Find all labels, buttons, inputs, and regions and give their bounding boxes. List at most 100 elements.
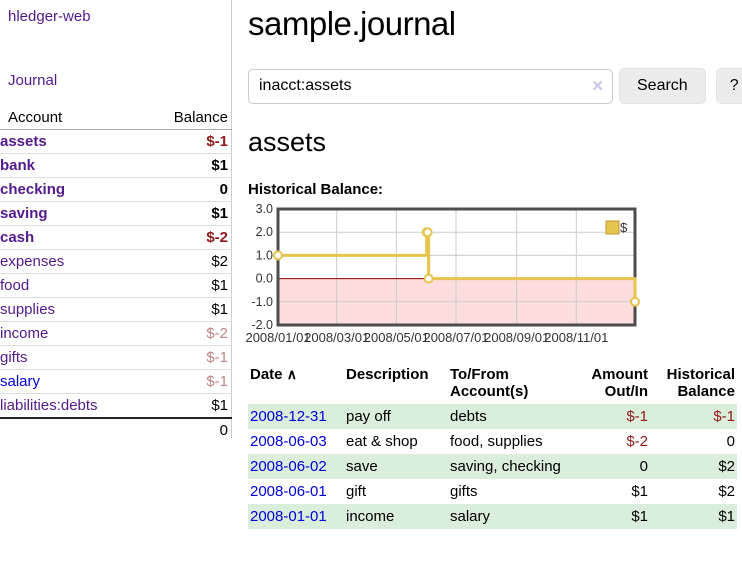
register-accounts-cell: debts <box>450 408 487 425</box>
date-header-label: Date <box>250 366 283 383</box>
register-description-cell: income <box>346 508 395 525</box>
register-table: Date ∧ Description To/From Account(s) Am… <box>248 364 737 529</box>
help-button[interactable]: ? <box>715 68 742 104</box>
chart-xtick-label: 2008/11/01 <box>544 330 608 345</box>
register-date-cell: 2008-06-03 <box>248 429 344 454</box>
register-description-cell: pay off <box>346 408 391 425</box>
account-link[interactable]: saving <box>0 205 48 222</box>
register-amount-cell: $-1 <box>626 408 648 425</box>
chart-legend-label: $ <box>620 220 628 235</box>
chart-label: Historical Balance: <box>248 181 384 198</box>
register-date-link[interactable]: 2008-01-01 <box>250 508 327 525</box>
account-cell: liabilities:debts <box>0 394 145 419</box>
account-link[interactable]: bank <box>0 157 36 174</box>
account-balance: $-1 <box>145 369 232 394</box>
account-balance: $-2 <box>145 225 232 250</box>
account-title: assets <box>248 127 327 157</box>
chart-marker <box>630 296 640 307</box>
chart-marker <box>422 227 433 238</box>
account-row: income $-2 <box>0 321 232 346</box>
chart-ytick-label: 1.0 <box>256 248 273 262</box>
register-column-balance: Historical Balance <box>666 366 735 400</box>
account-row: liabilities:debts $1 <box>0 394 232 419</box>
register-header-row: Date ∧ Description To/From Account(s) Am… <box>248 364 737 404</box>
account-link[interactable]: assets <box>0 133 47 150</box>
chart-border <box>276 207 637 327</box>
search-form: ✕ Search ? <box>248 68 742 104</box>
register-column-accounts: To/From Account(s) <box>450 366 529 400</box>
account-cell: supplies <box>0 297 146 322</box>
account-link[interactable]: income <box>0 325 49 342</box>
main-content: sample.journal ✕ Search ? assets Histori… <box>245 0 742 529</box>
register-date-link[interactable]: 2008-12-31 <box>250 408 327 425</box>
account-cell: salary <box>0 369 146 394</box>
account-link[interactable]: supplies <box>0 301 56 318</box>
account-balance: $1 <box>211 397 228 414</box>
chart-xtick-label: 2008/09/01 <box>484 330 549 345</box>
account-balance: $1 <box>145 273 232 298</box>
account-link[interactable]: checking <box>0 181 66 198</box>
register-accounts-cell: salary <box>450 508 491 525</box>
register-column-date[interactable]: Date ∧ <box>248 364 344 404</box>
account-cell: checking <box>0 177 146 202</box>
account-balance: $2 <box>145 249 232 274</box>
chart-ytick-label: 2.0 <box>256 225 273 239</box>
accounts-column-header: Account <box>0 106 146 130</box>
account-link[interactable]: food <box>0 277 30 294</box>
sort-asc-icon: ∧ <box>286 366 297 382</box>
register-date-link[interactable]: 2008-06-01 <box>250 483 327 500</box>
account-link[interactable]: expenses <box>0 253 65 270</box>
historical-balance-chart: $3.0 2.0 1.0 0.0 -1.0 -2.0 2008/01/01 2008/03/0… <box>245 202 642 355</box>
account-link[interactable]: salary <box>0 373 41 390</box>
account-cell: income <box>0 321 146 346</box>
chart-ytick-label: 0.0 <box>256 272 273 286</box>
register-balance-cell: $-1 <box>713 408 735 425</box>
register-accounts-cell: saving, checking <box>450 458 561 475</box>
chart-xtick-label: 2008/01/01 <box>245 330 310 345</box>
account-row: food $1 <box>0 273 232 298</box>
account-link[interactable]: gifts <box>0 349 28 366</box>
register-row: 2008-12-31 pay off debts $-1 $-1 <box>248 404 737 429</box>
chart-ytick-label: 3.0 <box>256 202 273 216</box>
register-date-link[interactable]: 2008-06-03 <box>250 433 327 450</box>
account-row: supplies $1 <box>0 297 232 322</box>
register-amount-cell: 0 <box>639 458 648 475</box>
balance-chart-svg: $3.0 2.0 1.0 0.0 -1.0 -2.02008/01/012008/03/0… <box>245 202 640 345</box>
account-link[interactable]: cash <box>0 229 35 246</box>
account-cell: saving <box>0 201 146 226</box>
brand-link[interactable]: hledger-web <box>8 8 91 25</box>
register-column-description: Description <box>346 366 429 383</box>
register-row: 2008-06-03 eat & shop food, supplies $-2 0 <box>248 429 737 454</box>
clear-search-icon[interactable]: ✕ <box>591 77 604 95</box>
register-balance-cell: $2 <box>718 483 735 500</box>
account-link[interactable]: liabilities:debts <box>0 397 98 414</box>
register-date-cell: 2008-12-31 <box>248 404 344 429</box>
register-date-cell: 2008-06-01 <box>248 479 344 504</box>
register-accounts-cell: gifts <box>450 483 478 500</box>
register-row: 2008-01-01 income salary $1 $1 <box>248 504 737 529</box>
account-cell: cash <box>0 225 146 250</box>
account-cell: gifts <box>0 345 146 370</box>
sidebar-item-journal[interactable]: Journal <box>8 72 58 89</box>
account-row: gifts $-1 <box>0 345 232 370</box>
register-row: 2008-06-02 save saving, checking 0 $2 <box>248 454 737 479</box>
register-accounts-cell: food, supplies <box>450 433 543 450</box>
register-description-cell: gift <box>346 483 367 500</box>
search-input[interactable] <box>248 68 613 104</box>
account-balance: $-2 <box>145 321 232 346</box>
page-title: sample.journal <box>248 5 456 42</box>
register-amount-cell: $1 <box>631 508 648 525</box>
register-date-link[interactable]: 2008-06-02 <box>250 458 327 475</box>
account-balance: $-1 <box>145 345 232 370</box>
account-cell: expenses <box>0 249 146 274</box>
account-cell: assets <box>0 129 146 154</box>
search-button[interactable]: Search <box>619 68 706 104</box>
balance-column-header: Balance <box>145 106 232 130</box>
account-row: assets $-1 <box>0 129 232 154</box>
account-row: expenses $2 <box>0 249 232 274</box>
register-amount-cell: $-2 <box>626 433 648 450</box>
chart-ytick-label: -2.0 <box>251 318 273 332</box>
register-column-amount: Amount Out/In <box>591 366 648 400</box>
account-row: cash $-2 <box>0 225 232 250</box>
register-row: 2008-06-01 gift gifts $1 $2 <box>248 479 737 504</box>
